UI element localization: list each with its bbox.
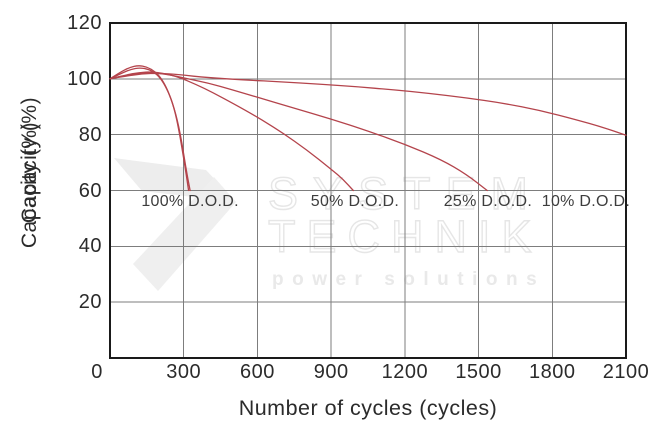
x-axis-title: Number of cycles (cycles) xyxy=(238,396,498,420)
y-axis-title-duplicate: Capacity (%) xyxy=(18,121,41,249)
dod-label: 100% D.O.D. xyxy=(141,193,239,211)
watermark-logo-tail xyxy=(133,177,236,291)
x-tick-label: 600 xyxy=(239,361,275,383)
y-tick-label: 100 xyxy=(67,67,102,90)
y-tick-label: 40 xyxy=(78,235,102,258)
x-tick-label: 1500 xyxy=(455,361,502,383)
x-tick-label: 1200 xyxy=(381,361,429,383)
y-tick-label: 80 xyxy=(78,123,102,146)
y-tick-label: 120 xyxy=(67,12,102,34)
plot-frame xyxy=(109,22,627,359)
capacity-curve xyxy=(109,67,191,192)
x-tick-label: 300 xyxy=(166,361,202,383)
dod-label: 10% D.O.D. xyxy=(541,193,631,211)
watermark-text-system: SYSTEM xyxy=(268,168,543,219)
watermark-text-power-solutions: power solutions xyxy=(272,269,545,290)
capacity-curve xyxy=(109,72,627,136)
capacity-curve xyxy=(109,71,354,192)
x-tick-label: 900 xyxy=(313,361,349,383)
dod-label: 50% D.O.D. xyxy=(310,193,400,211)
dod-label: 25% D.O.D. xyxy=(443,193,533,211)
y-tick-label: 60 xyxy=(78,179,102,202)
x-tick-label: 2100 xyxy=(602,361,650,383)
y-tick-label: 20 xyxy=(78,291,102,314)
x-tick-label: 1800 xyxy=(529,361,576,383)
x-tick-label: 0 xyxy=(91,361,103,383)
watermark-text-technik: TECHNIK xyxy=(268,211,543,262)
